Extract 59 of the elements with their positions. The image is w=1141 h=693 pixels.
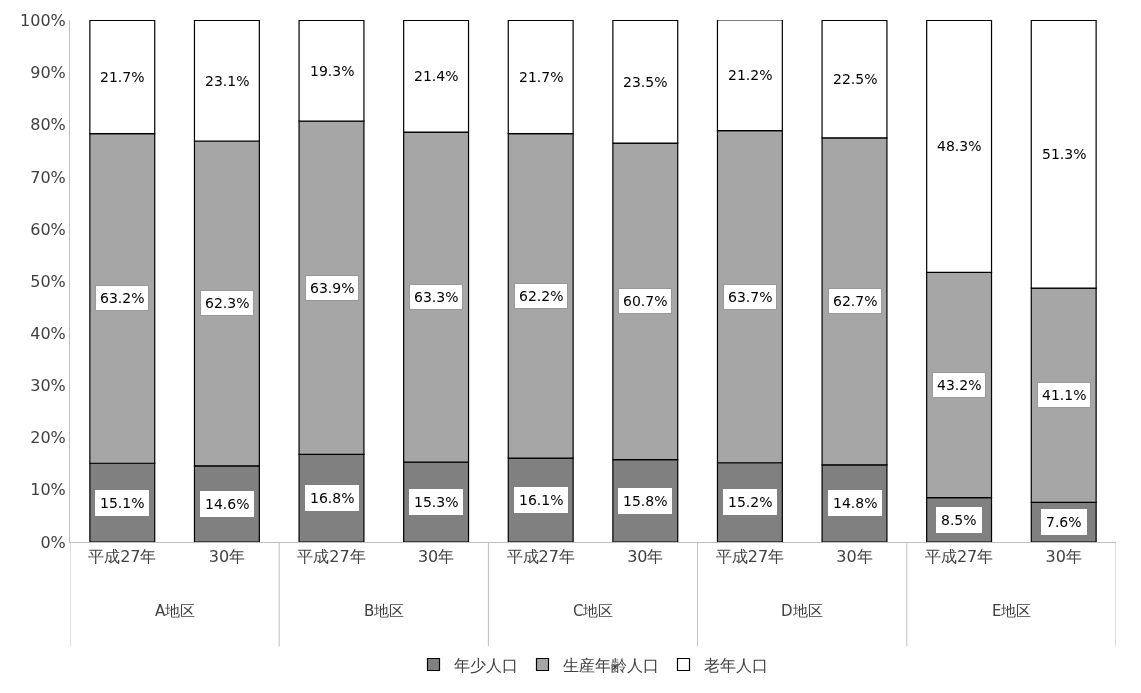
x-tick-label: 平成27年 [715, 547, 785, 567]
data-label: 23.1% [205, 73, 250, 89]
x-tick-label: 30年 [627, 547, 664, 567]
y-tick-label: 20% [30, 428, 66, 448]
y-tick-label: 90% [30, 63, 66, 83]
data-label: 15.8% [623, 493, 668, 509]
data-label: 23.5% [623, 74, 668, 90]
y-tick-label: 10% [30, 480, 66, 500]
x-tick-label: 30年 [208, 547, 246, 567]
data-label: 15.3% [414, 494, 459, 510]
y-tick-label: 80% [30, 115, 66, 135]
data-label: 15.1% [100, 495, 145, 511]
x-tick-label: 平成27年 [924, 547, 994, 567]
data-label: 15.2% [728, 494, 773, 510]
data-label: 62.3% [205, 295, 250, 311]
text: A地区 [155, 602, 196, 620]
data-label: 51.3% [1042, 146, 1087, 162]
data-label: 41.1% [1042, 387, 1087, 403]
x-tick-label: 30年 [1045, 547, 1082, 567]
x-tick-label: 平成27年 [297, 547, 366, 567]
text: D地区 [781, 602, 823, 620]
data-label: 63.9% [310, 280, 355, 296]
text: B地区 [364, 602, 405, 620]
data-label: 21.7% [100, 69, 145, 85]
y-tick-label: 50% [30, 271, 66, 291]
data-label: 14.8% [833, 495, 878, 511]
y-tick-label: 30% [30, 376, 66, 396]
data-label: 21.7% [519, 69, 564, 85]
data-label: 60.7% [623, 293, 668, 309]
legend-label: 生産年齢人口 [562, 655, 659, 675]
data-label: 43.2% [937, 377, 982, 393]
text: E地区 [992, 602, 1032, 620]
data-label: 19.3% [310, 63, 355, 79]
y-tick-label: 0% [40, 532, 66, 552]
data-label: 48.3% [937, 138, 982, 154]
data-label: 21.4% [414, 68, 459, 84]
x-tick-label: 30年 [417, 547, 455, 567]
data-label: 63.3% [414, 289, 459, 305]
data-label: 63.2% [100, 290, 145, 306]
y-tick-label: 40% [30, 324, 66, 344]
data-label: 16.8% [310, 490, 355, 506]
data-label: 21.2% [728, 67, 773, 83]
x-tick-label: 30年 [836, 547, 873, 567]
y-tick-label: 70% [30, 167, 66, 187]
data-label: 22.5% [833, 71, 878, 87]
data-label: 7.6% [1046, 514, 1082, 530]
x-tick-label: 平成27年 [88, 547, 157, 567]
data-label: 62.7% [833, 293, 878, 309]
data-label: 16.1% [519, 492, 564, 508]
legend-label: 老年人口 [703, 655, 768, 675]
data-label: 14.6% [205, 496, 250, 512]
y-tick-label: 60% [30, 219, 66, 239]
x-tick-label: 平成27年 [506, 547, 575, 567]
data-label: 63.7% [728, 289, 773, 305]
legend-label: 年少人口 [453, 655, 518, 675]
text: C地区 [573, 602, 614, 620]
data-label: 8.5% [941, 512, 977, 528]
data-label: 62.2% [519, 288, 564, 304]
y-tick-label: 100% [20, 11, 66, 31]
